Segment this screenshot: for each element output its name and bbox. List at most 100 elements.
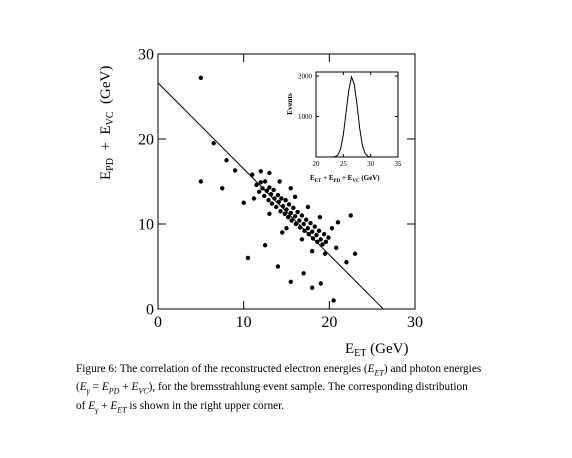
x-tick-label: 20: [313, 160, 321, 168]
y-tick-label: 10: [138, 217, 154, 234]
caption-math: γ: [95, 404, 99, 414]
point: [275, 192, 281, 198]
inset-x-label-part: (GeV): [360, 174, 381, 182]
point: [278, 209, 283, 214]
point: [352, 251, 358, 256]
point: [286, 202, 292, 207]
caption-text: =: [89, 381, 102, 394]
point: [310, 249, 315, 254]
point: [275, 264, 281, 269]
point: [284, 207, 289, 212]
caption-text: of: [76, 399, 89, 412]
inset-x-label-part: PD: [334, 179, 341, 184]
point: [289, 218, 294, 223]
point: [320, 242, 325, 247]
caption-text: ) and photon energies: [383, 363, 482, 375]
point: [277, 179, 282, 184]
y-axis-label: EPD + EVC (GeV): [98, 66, 116, 180]
point: [335, 220, 341, 225]
point: [267, 170, 272, 176]
point: [232, 168, 238, 173]
point: [280, 230, 285, 235]
point: [322, 251, 328, 256]
point: [262, 243, 268, 248]
inset-y-label: Events: [285, 93, 294, 115]
inset-x-label-part: + E: [340, 174, 352, 182]
caption-text: (: [76, 381, 80, 394]
x-tick-label: 20: [321, 314, 337, 331]
inset-x-label-part: VC: [352, 179, 360, 184]
point: [299, 237, 305, 242]
y-tick-label: 0: [146, 302, 154, 319]
point: [274, 204, 279, 210]
point: [251, 196, 257, 201]
point: [267, 211, 272, 216]
point: [305, 226, 311, 231]
caption: Figure 6: The correlation of the reconst…: [76, 362, 546, 417]
point: [291, 205, 296, 211]
inset-x-label-part: + E: [321, 174, 333, 182]
caption-line: of Eγ + EET is shown in the right upper …: [76, 399, 546, 417]
point: [284, 226, 289, 231]
point: [312, 224, 317, 229]
caption-text: is shown in the right upper corner.: [126, 399, 285, 412]
point: [329, 226, 335, 231]
point: [314, 232, 319, 238]
caption-math: ET: [117, 404, 127, 414]
point: [310, 229, 315, 234]
y-label-part: VC: [105, 111, 116, 125]
point: [220, 186, 225, 191]
point: [258, 180, 263, 185]
caption-math: E: [88, 399, 96, 412]
point: [297, 218, 302, 223]
point: [254, 182, 259, 188]
x-label-part: ET: [354, 348, 366, 358]
point: [318, 281, 323, 286]
inset-x-label: EET + EPD + EVC (GeV): [310, 174, 380, 184]
x-tick-label: 0: [154, 314, 162, 331]
caption-math: E: [131, 381, 139, 394]
caption-math: E: [110, 399, 118, 412]
point: [301, 271, 306, 276]
point: [316, 228, 322, 233]
point: [295, 209, 300, 215]
y-tick-label: 20: [138, 132, 154, 149]
caption-text: Figure 6: The correlation of the reconst…: [76, 363, 368, 375]
point: [282, 211, 287, 216]
point: [310, 285, 315, 290]
point: [241, 200, 246, 205]
y-tick-label: 30: [138, 47, 154, 64]
point: [308, 220, 313, 226]
histogram-line: [332, 75, 371, 158]
point: [198, 75, 204, 81]
y-label-part: E: [98, 171, 114, 180]
point: [264, 188, 269, 194]
y-tick-label: 2000: [298, 72, 313, 80]
point: [279, 196, 284, 201]
point: [326, 235, 331, 240]
caption-math: E: [79, 381, 87, 394]
point: [262, 193, 267, 199]
caption-math: E: [101, 381, 109, 394]
caption-math: E: [367, 363, 375, 375]
point: [301, 221, 306, 227]
point: [245, 255, 251, 261]
inset-frame: [315, 71, 399, 158]
caption-text: +: [119, 381, 132, 394]
point: [302, 228, 307, 233]
point: [267, 185, 272, 190]
point: [292, 194, 298, 199]
point: [288, 186, 293, 191]
point: [304, 217, 309, 222]
x-axis-label: EET (GeV): [345, 341, 408, 358]
y-label-part: (GeV): [98, 66, 114, 112]
point: [331, 298, 336, 303]
point: [224, 158, 229, 163]
fit-line: [157, 82, 384, 310]
x-tick-label: 35: [395, 160, 403, 168]
point: [280, 203, 286, 209]
point: [348, 213, 353, 218]
x-label-part: E: [345, 341, 354, 357]
point: [258, 169, 263, 174]
